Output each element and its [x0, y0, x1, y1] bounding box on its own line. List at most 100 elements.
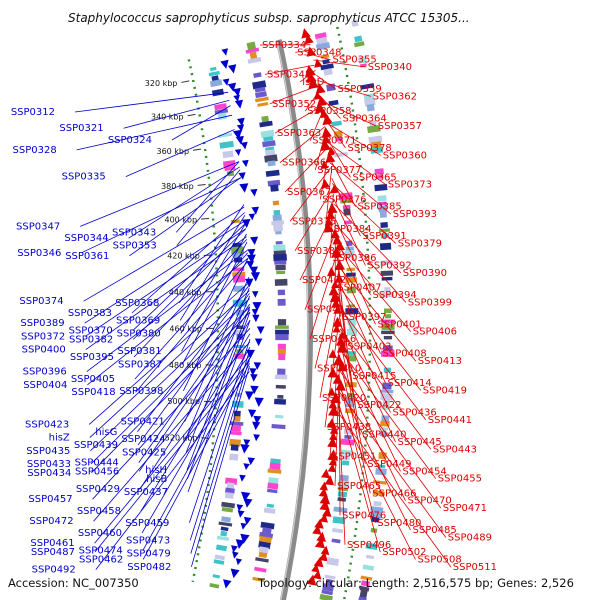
- forward-gene-arrow[interactable]: [235, 135, 244, 145]
- forward-gene-label[interactable]: SSP0425: [122, 447, 166, 458]
- forward-gene-arrow[interactable]: [254, 397, 264, 408]
- forward-gene-label[interactable]: SSP0429: [76, 484, 120, 495]
- reverse-gene-label[interactable]: SSP0362: [373, 91, 417, 102]
- feature-block-mid-inner[interactable]: [259, 120, 273, 128]
- reverse-gene-arrow[interactable]: [324, 475, 335, 486]
- reverse-gene-arrow[interactable]: [326, 418, 337, 429]
- forward-gene-arrow[interactable]: [251, 309, 259, 316]
- reverse-gene-label[interactable]: SSP0401: [378, 319, 422, 330]
- feature-block-outer[interactable]: [372, 490, 385, 496]
- forward-gene-arrow[interactable]: [250, 188, 258, 197]
- feature-block-outer[interactable]: [373, 480, 387, 485]
- feature-block-outer[interactable]: [376, 174, 384, 180]
- feature-block-mid-inner[interactable]: [275, 325, 289, 329]
- forward-gene-arrow[interactable]: [243, 463, 250, 470]
- forward-gene-arrow[interactable]: [234, 149, 242, 156]
- forward-gene-arrow[interactable]: [239, 183, 249, 193]
- reverse-gene-arrow[interactable]: [319, 513, 328, 523]
- feature-block-outer[interactable]: [374, 168, 384, 175]
- feature-block-mid-inner[interactable]: [277, 348, 286, 356]
- reverse-gene-label[interactable]: SSP0436: [393, 408, 437, 419]
- feature-block-inner[interactable]: [209, 66, 217, 72]
- forward-gene-label[interactable]: SSP0492: [32, 565, 76, 576]
- reverse-gene-label[interactable]: SSP0402: [302, 275, 346, 286]
- reverse-gene-label[interactable]: SSP0476: [342, 510, 386, 521]
- feature-block-mid-inner[interactable]: [253, 72, 262, 79]
- forward-gene-arrow[interactable]: [237, 117, 245, 127]
- forward-gene-label[interactable]: SSP0487: [31, 547, 75, 558]
- feature-block-mid-inner[interactable]: [255, 96, 269, 103]
- feature-block-mid-outer[interactable]: [342, 460, 350, 466]
- reverse-gene-arrow[interactable]: [327, 463, 337, 473]
- reverse-gene-label[interactable]: SSP0373: [388, 180, 432, 191]
- feature-block-mid-outer[interactable]: [346, 328, 358, 336]
- feature-block-outer[interactable]: [384, 314, 392, 319]
- forward-gene-arrow[interactable]: [252, 314, 260, 323]
- reverse-gene-label[interactable]: SSP0394: [373, 290, 417, 301]
- forward-gene-label[interactable]: SSP0434: [27, 468, 71, 479]
- forward-gene-label[interactable]: SSP0372: [21, 331, 65, 342]
- reverse-gene-label[interactable]: SSP0465: [337, 481, 381, 492]
- reverse-gene-arrow[interactable]: [326, 210, 336, 220]
- forward-gene-label[interactable]: SSP0369: [116, 315, 160, 326]
- feature-block-outer[interactable]: [366, 103, 375, 112]
- reverse-gene-label[interactable]: SSP0443: [433, 444, 477, 455]
- feature-block-mid-inner[interactable]: [263, 507, 276, 514]
- feature-block-outer[interactable]: [383, 335, 393, 340]
- feature-block-mid-inner[interactable]: [269, 462, 281, 470]
- reverse-gene-arrow[interactable]: [314, 518, 324, 529]
- forward-gene-arrow[interactable]: [237, 510, 245, 518]
- forward-gene-arrow[interactable]: [236, 124, 245, 132]
- reverse-gene-label[interactable]: SSP0466: [372, 488, 416, 499]
- reverse-gene-label[interactable]: SSP0386: [332, 253, 376, 264]
- feature-block-outer[interactable]: [360, 580, 371, 587]
- forward-gene-arrow[interactable]: [243, 439, 251, 447]
- reverse-gene-label[interactable]: SSP0366: [282, 158, 326, 169]
- reverse-gene-arrow[interactable]: [332, 324, 341, 333]
- reverse-gene-arrow[interactable]: [305, 65, 316, 77]
- reverse-gene-label[interactable]: SSP0364: [343, 114, 387, 125]
- reverse-gene-label[interactable]: SSP0406: [413, 327, 457, 338]
- forward-gene-arrow[interactable]: [243, 516, 252, 525]
- feature-block-inner[interactable]: [224, 492, 234, 499]
- feature-block-mid-inner[interactable]: [267, 482, 279, 490]
- reverse-gene-label[interactable]: SSP0455: [438, 474, 482, 485]
- feature-block-outer[interactable]: [381, 291, 395, 298]
- feature-block-outer[interactable]: [380, 233, 390, 239]
- reverse-gene-label[interactable]: SSP0502: [382, 547, 426, 558]
- feature-block-inner[interactable]: [232, 275, 246, 283]
- forward-gene-arrow[interactable]: [241, 219, 251, 229]
- reverse-gene-label[interactable]: SSP0385: [358, 202, 402, 213]
- feature-block-mid-inner[interactable]: [275, 230, 282, 235]
- feature-block-mid-inner[interactable]: [255, 91, 267, 99]
- feature-block-mid-outer[interactable]: [333, 506, 348, 514]
- forward-gene-arrow[interactable]: [232, 551, 239, 559]
- feature-block-mid-inner[interactable]: [275, 334, 289, 341]
- reverse-gene-label[interactable]: SSP0422: [357, 400, 401, 411]
- feature-block-inner[interactable]: [216, 535, 230, 542]
- reverse-gene-label[interactable]: SSP0352: [272, 99, 316, 110]
- feature-block-mid-outer[interactable]: [324, 574, 336, 580]
- reverse-gene-label[interactable]: SSP0454: [403, 466, 447, 477]
- reverse-gene-label[interactable]: SSP0445: [398, 437, 442, 448]
- feature-block-mid-inner[interactable]: [267, 160, 276, 167]
- forward-gene-label[interactable]: SSP0374: [19, 296, 63, 307]
- reverse-gene-arrow[interactable]: [335, 241, 345, 251]
- reverse-gene-label[interactable]: SSP0367: [287, 187, 331, 198]
- reverse-gene-label[interactable]: SSP0348: [297, 47, 341, 58]
- reverse-gene-arrow[interactable]: [327, 367, 338, 378]
- forward-gene-arrow[interactable]: [253, 415, 262, 424]
- reverse-gene-label[interactable]: SSP0334: [262, 40, 306, 51]
- feature-block-outer[interactable]: [370, 146, 384, 154]
- forward-gene-arrow[interactable]: [239, 474, 246, 482]
- feature-block-mid-inner[interactable]: [271, 220, 285, 226]
- feature-block-outer[interactable]: [359, 585, 370, 592]
- forward-gene-arrow[interactable]: [246, 260, 255, 269]
- forward-gene-label[interactable]: SSP0456: [75, 466, 119, 477]
- feature-block-outer[interactable]: [379, 210, 387, 218]
- feature-block-mid-inner[interactable]: [272, 200, 280, 206]
- feature-block-outer[interactable]: [382, 398, 390, 406]
- forward-gene-label[interactable]: SSP0433: [27, 459, 71, 470]
- feature-block-mid-inner[interactable]: [277, 289, 286, 296]
- forward-gene-label[interactable]: SSP0461: [30, 538, 74, 549]
